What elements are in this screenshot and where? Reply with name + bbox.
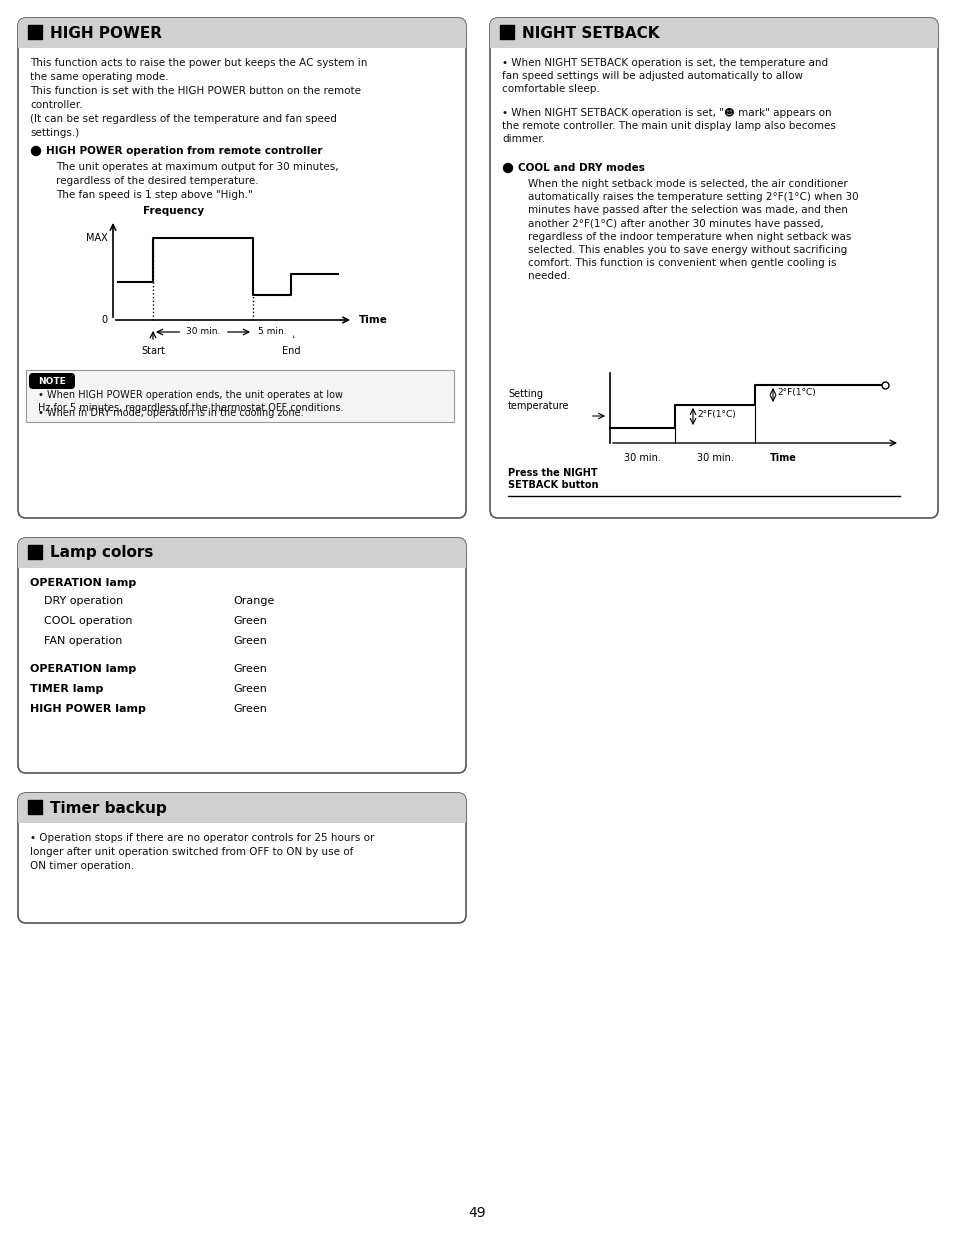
FancyBboxPatch shape <box>18 538 465 773</box>
FancyBboxPatch shape <box>18 538 465 568</box>
Text: Green: Green <box>233 636 267 646</box>
FancyBboxPatch shape <box>18 793 465 823</box>
Text: Press the NIGHT
SETBACK button: Press the NIGHT SETBACK button <box>507 468 598 490</box>
Text: 5 min.: 5 min. <box>257 327 286 336</box>
Text: Green: Green <box>233 704 267 714</box>
Text: NOTE: NOTE <box>38 377 66 385</box>
FancyBboxPatch shape <box>18 793 465 923</box>
Text: DRY operation: DRY operation <box>30 597 123 606</box>
Text: 2°F(1°C): 2°F(1°C) <box>697 410 735 419</box>
Text: Orange: Orange <box>233 597 274 606</box>
Bar <box>18 553 465 568</box>
Text: Setting
temperature: Setting temperature <box>507 389 569 411</box>
Text: OPERATION lamp: OPERATION lamp <box>30 664 136 674</box>
Text: 0: 0 <box>102 315 108 325</box>
Text: MAX: MAX <box>86 233 108 243</box>
Bar <box>18 33 465 48</box>
Text: • When in DRY mode, operation is in the cooling zone.: • When in DRY mode, operation is in the … <box>38 408 303 417</box>
Bar <box>28 800 42 814</box>
Circle shape <box>31 147 40 156</box>
Text: FAN operation: FAN operation <box>30 636 122 646</box>
Text: Time: Time <box>358 315 388 325</box>
Text: Start: Start <box>141 346 165 356</box>
Text: • When NIGHT SETBACK operation is set, the temperature and
fan speed settings wi: • When NIGHT SETBACK operation is set, t… <box>501 58 827 94</box>
Text: COOL and DRY modes: COOL and DRY modes <box>517 163 644 173</box>
Text: End: End <box>281 346 300 356</box>
Text: HIGH POWER lamp: HIGH POWER lamp <box>30 704 146 714</box>
Text: • When NIGHT SETBACK operation is set, "☻ mark" appears on
the remote controller: • When NIGHT SETBACK operation is set, "… <box>501 107 835 144</box>
Text: • When HIGH POWER operation ends, the unit operates at low
Hz for 5 minutes, reg: • When HIGH POWER operation ends, the un… <box>38 390 343 414</box>
Text: COOL operation: COOL operation <box>30 616 132 626</box>
Circle shape <box>503 163 512 173</box>
Text: When the night setback mode is selected, the air conditioner
automatically raise: When the night setback mode is selected,… <box>527 179 858 282</box>
Text: HIGH POWER: HIGH POWER <box>50 26 162 41</box>
FancyBboxPatch shape <box>29 373 75 389</box>
Bar <box>18 808 465 823</box>
Text: Green: Green <box>233 664 267 674</box>
Text: Green: Green <box>233 616 267 626</box>
Text: This function acts to raise the power but keeps the AC system in
the same operat: This function acts to raise the power bu… <box>30 58 367 138</box>
Text: TIMER lamp: TIMER lamp <box>30 684 103 694</box>
FancyBboxPatch shape <box>490 19 937 517</box>
Bar <box>26 370 454 422</box>
FancyBboxPatch shape <box>490 19 937 48</box>
FancyBboxPatch shape <box>18 19 465 517</box>
Text: The unit operates at maximum output for 30 minutes,
regardless of the desired te: The unit operates at maximum output for … <box>56 162 338 200</box>
Bar <box>490 33 937 48</box>
Text: OPERATION lamp: OPERATION lamp <box>30 578 136 588</box>
Text: 2°F(1°C): 2°F(1°C) <box>776 389 815 398</box>
Text: Lamp colors: Lamp colors <box>50 546 153 561</box>
Text: 49: 49 <box>468 1207 485 1220</box>
Text: Time: Time <box>769 453 796 463</box>
Text: Timer backup: Timer backup <box>50 800 167 815</box>
Text: 30 min.: 30 min. <box>186 327 220 336</box>
Text: HIGH POWER operation from remote controller: HIGH POWER operation from remote control… <box>46 146 322 156</box>
Text: NIGHT SETBACK: NIGHT SETBACK <box>521 26 659 41</box>
Text: • Operation stops if there are no operator controls for 25 hours or
longer after: • Operation stops if there are no operat… <box>30 832 374 871</box>
Text: 30 min.: 30 min. <box>623 453 660 463</box>
Bar <box>28 25 42 40</box>
Text: 30 min.: 30 min. <box>696 453 733 463</box>
Bar <box>28 545 42 559</box>
Text: Green: Green <box>233 684 267 694</box>
Text: Frequency: Frequency <box>143 206 204 216</box>
Bar <box>499 25 514 40</box>
FancyBboxPatch shape <box>18 19 465 48</box>
